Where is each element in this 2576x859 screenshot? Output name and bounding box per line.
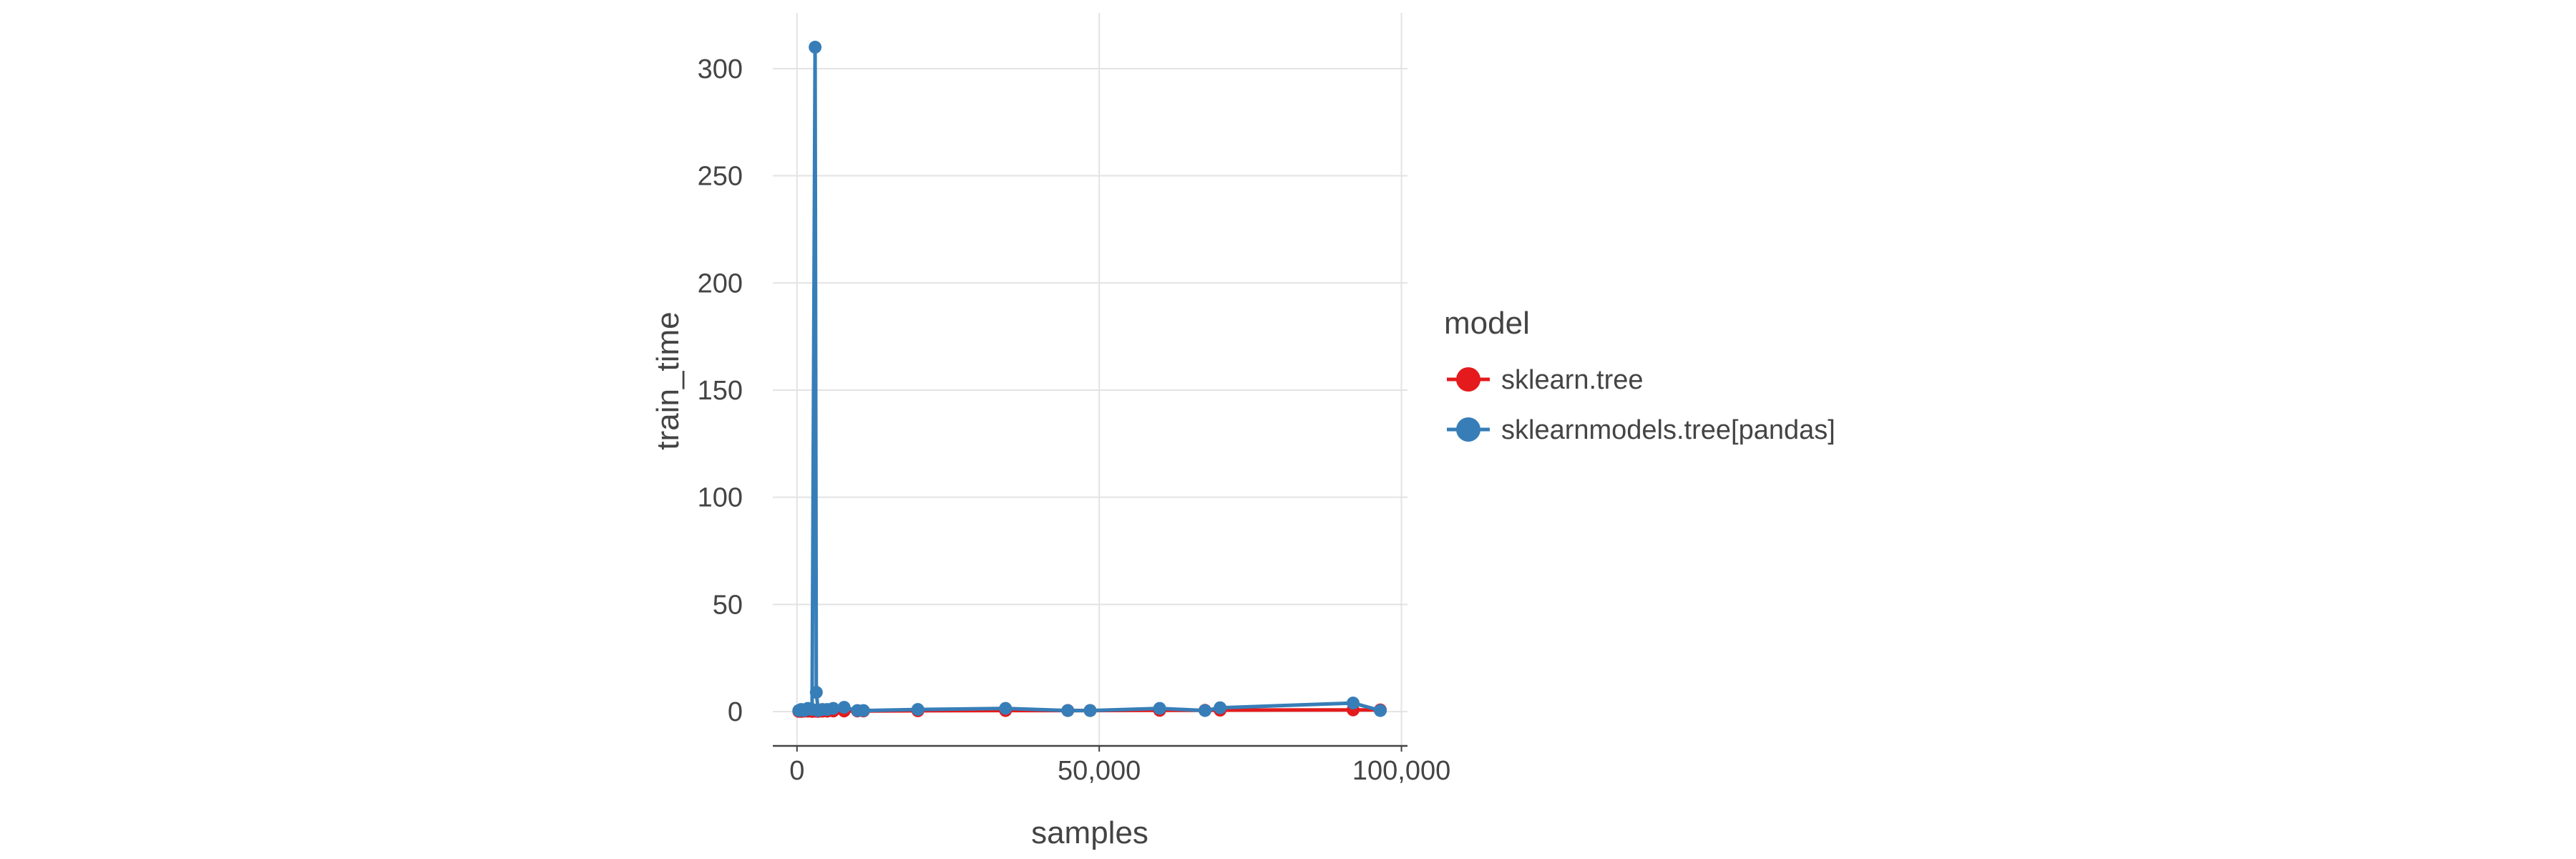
data-point [826, 702, 840, 715]
y-tick-label: 200 [698, 268, 743, 299]
series [792, 40, 1387, 718]
tick-labels: 0 50 100 150 200 250 300 0 50,000 100,000 [698, 54, 1451, 786]
y-tick-label: 100 [698, 483, 743, 513]
legend-label: sklearnmodels.tree[pandas] [1501, 415, 1835, 445]
axes [773, 744, 1407, 752]
data-point [1373, 704, 1387, 717]
data-point [911, 703, 924, 717]
data-point [1061, 704, 1075, 717]
data-point [1199, 704, 1212, 717]
series-2 [792, 40, 1387, 717]
x-tick-label: 0 [789, 756, 804, 786]
y-tick-label: 300 [698, 54, 743, 84]
x-tick-label: 100,000 [1352, 756, 1450, 786]
legend-label: sklearn.tree [1501, 365, 1644, 395]
y-tick-label: 0 [728, 697, 743, 727]
data-point [1153, 702, 1166, 715]
legend-marker [1456, 367, 1480, 392]
data-point [809, 686, 823, 699]
y-tick-label: 50 [713, 590, 743, 620]
y-axis-title: train_time [650, 311, 686, 450]
data-point [1346, 697, 1360, 710]
grid [773, 13, 1407, 746]
series-line [798, 45, 1381, 713]
legend-item: sklearn.tree [1447, 365, 1644, 395]
legend-item: sklearnmodels.tree[pandas] [1447, 415, 1835, 445]
legend-marker [1456, 417, 1480, 442]
x-tick-label: 50,000 [1058, 756, 1141, 786]
data-point [837, 701, 851, 714]
x-axis-title: samples [1031, 815, 1148, 850]
legend: model sklearn.tree sklearnmodels.tree[pan… [1444, 306, 1835, 445]
data-point [809, 40, 822, 54]
data-point [1214, 701, 1227, 714]
data-point [857, 704, 870, 717]
y-tick-label: 250 [698, 162, 743, 192]
data-point [999, 702, 1013, 715]
data-point [1083, 704, 1097, 717]
y-tick-label: 150 [698, 376, 743, 406]
legend-title: model [1444, 306, 1530, 341]
